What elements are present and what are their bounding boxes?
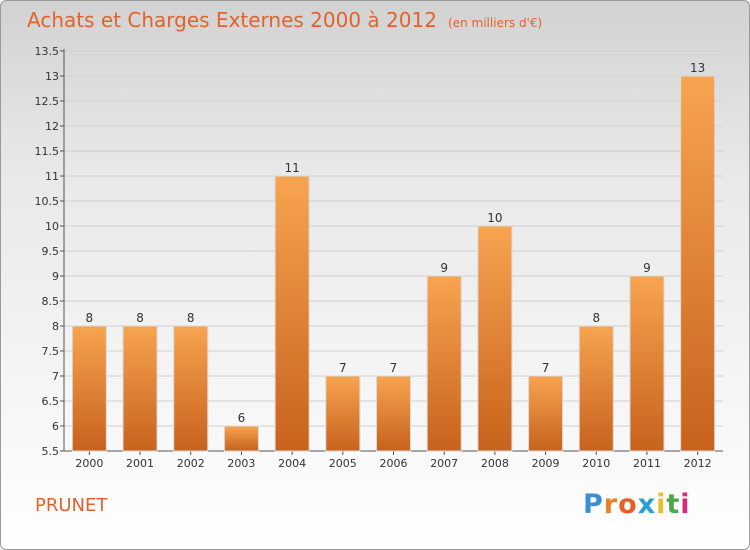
x-tick-label: 2012: [684, 457, 712, 470]
bar-2011: [629, 275, 665, 452]
logo-letter: t: [666, 489, 681, 520]
x-tick-label: 2011: [633, 457, 661, 470]
bar-2005: [325, 375, 361, 452]
data-label: 7: [339, 361, 347, 375]
y-tick-label: 11: [45, 170, 59, 183]
data-label: 6: [238, 411, 246, 425]
data-label: 11: [284, 161, 299, 175]
logo-letter: P: [583, 489, 604, 520]
y-tick-label: 13: [45, 70, 59, 83]
data-label: 7: [542, 361, 550, 375]
x-tick-label: 2001: [126, 457, 154, 470]
y-tick-label: 12.5: [35, 95, 60, 108]
proxiti-logo[interactable]: Proxiti: [583, 489, 691, 520]
chart-unit: (en milliers d'€): [448, 16, 543, 30]
logo-letter: i: [656, 489, 667, 520]
bar-2010: [578, 325, 614, 452]
y-tick-label: 8: [52, 320, 59, 333]
x-tick-label: 2000: [75, 457, 103, 470]
y-tick-label: 12: [45, 120, 59, 133]
data-label: 13: [690, 61, 705, 75]
data-label: 9: [440, 261, 448, 275]
y-tick-label: 10.5: [35, 195, 60, 208]
y-tick-label: 6: [52, 420, 59, 433]
bar-2003: [223, 425, 259, 452]
logo-letter: o: [618, 489, 638, 520]
x-tick-label: 2005: [329, 457, 357, 470]
data-label: 8: [187, 311, 195, 325]
bar-2001: [122, 325, 158, 452]
x-tick-label: 2007: [430, 457, 458, 470]
x-tick-label: 2009: [532, 457, 560, 470]
y-tick-label: 9.5: [42, 245, 60, 258]
x-tick-label: 2003: [227, 457, 255, 470]
bar-2002: [173, 325, 209, 452]
logo-letter: i: [680, 489, 691, 520]
commune-name: PRUNET: [35, 495, 108, 516]
chart-title-text: Achats et Charges Externes 2000 à 2012: [27, 8, 437, 32]
y-tick-label: 10: [45, 220, 59, 233]
bar-2007: [426, 275, 462, 452]
bar-2012: [680, 75, 716, 452]
data-label: 8: [136, 311, 144, 325]
logo-letter: x: [637, 489, 657, 520]
chart-title: Achats et Charges Externes 2000 à 2012 (…: [27, 8, 542, 32]
data-label: 7: [390, 361, 398, 375]
bars: [71, 75, 716, 452]
x-tick-label: 2006: [380, 457, 408, 470]
bar-2009: [528, 375, 564, 452]
bar-2006: [376, 375, 411, 452]
y-tick-label: 13.5: [35, 45, 60, 58]
bar-2000: [71, 325, 107, 452]
data-label: 9: [643, 261, 651, 275]
y-tick-label: 7: [52, 370, 59, 383]
bar-2004: [274, 175, 310, 452]
y-tick-label: 7.5: [42, 345, 60, 358]
data-labels: 8 8 8 6 11 7 7 9 10 7 8 9 13: [86, 61, 706, 425]
logo-letter: r: [603, 489, 619, 520]
axes: 5.5 6 6.5 7 7.5 8 8.5 9 9.5 10 10.5 11 11.5 12 12.5 13 1…: [35, 45, 723, 470]
x-tick-label: 2008: [481, 457, 509, 470]
data-label: 8: [592, 311, 600, 325]
x-tick-label: 2004: [278, 457, 306, 470]
bar-2008: [477, 225, 513, 452]
y-tick-label: 11.5: [35, 145, 60, 158]
y-tick-label: 8.5: [42, 295, 60, 308]
y-tick-label: 5.5: [42, 445, 60, 458]
y-tick-label: 9: [52, 270, 59, 283]
x-tick-label: 2002: [177, 457, 205, 470]
data-label: 10: [487, 211, 502, 225]
x-tick-label: 2010: [582, 457, 610, 470]
data-label: 8: [86, 311, 94, 325]
y-tick-label: 6.5: [42, 395, 60, 408]
